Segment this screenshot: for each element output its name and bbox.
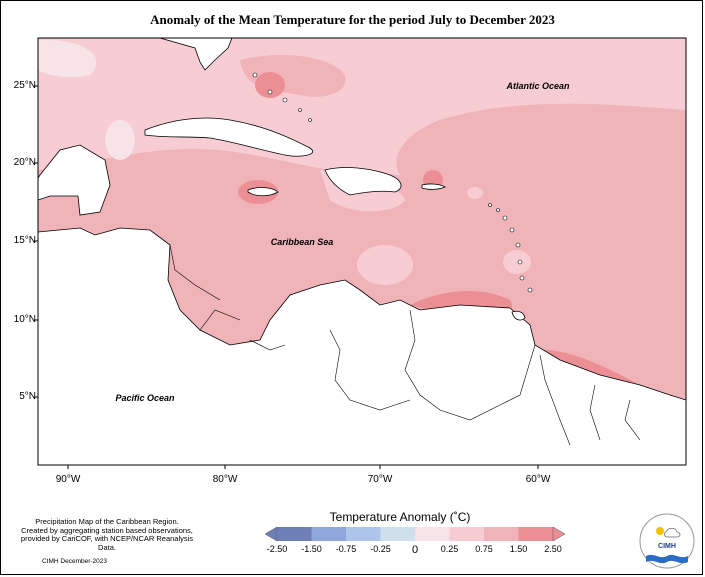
land-yucatan xyxy=(38,144,111,216)
lon-label-60w: 60°W xyxy=(525,474,551,485)
border-panama xyxy=(249,339,286,351)
lon-label-90w: 90°W xyxy=(55,474,81,485)
label-caribbean-sea: Caribbean Sea xyxy=(271,237,334,247)
land-cuba xyxy=(144,117,313,157)
legend-tick-label: 0 xyxy=(411,544,419,556)
colorbar-segment xyxy=(415,527,450,541)
credit-line-1: Precipitation Map of the Caribbean Regio… xyxy=(35,517,179,526)
colorbar-segment xyxy=(484,527,519,541)
legend-title: Temperature Anomaly (˚C) xyxy=(329,510,471,524)
anomaly-patch-yucatan xyxy=(105,120,135,160)
lat-label-25n: 25°N xyxy=(13,80,36,91)
label-pacific-ocean: Pacific Ocean xyxy=(115,393,175,403)
lon-label-70w: 70°W xyxy=(367,474,393,485)
legend-tick-label: -2.50 xyxy=(266,544,288,554)
anomaly-band-light xyxy=(38,38,686,175)
colorbar-segment xyxy=(380,527,415,541)
map-title: Anomaly of the Mean Temperature for the … xyxy=(150,12,555,27)
anomaly-patch-gulf xyxy=(38,39,97,78)
border-venezuela xyxy=(404,309,536,421)
cloud-icon xyxy=(664,527,681,538)
lesser-antilles xyxy=(252,72,533,293)
border-suriname xyxy=(589,384,601,441)
anomaly-patch-virgin xyxy=(467,187,483,199)
land-florida xyxy=(159,38,233,71)
legend-tick-label: 0.25 xyxy=(440,544,459,554)
country-borders xyxy=(169,244,641,446)
legend-tick-label: 0.75 xyxy=(475,544,493,554)
lon-label-80w: 80°W xyxy=(212,474,238,485)
credit-text: Precipitation Map of the Caribbean Regio… xyxy=(14,517,200,552)
label-atlantic-ocean: Atlantic Ocean xyxy=(505,81,570,91)
anomaly-hot-bahamas xyxy=(255,72,285,98)
lat-label-10n: 10°N xyxy=(13,314,36,325)
border-colombia xyxy=(329,329,411,411)
legend-tick-label: -1.50 xyxy=(301,544,322,554)
border-guyana xyxy=(539,354,571,446)
land-hispaniola xyxy=(324,167,402,196)
lat-label-20n: 20°N xyxy=(13,157,36,168)
lat-label-5n: 5°N xyxy=(19,391,36,402)
border-guiana xyxy=(624,399,641,441)
colorbar-segment xyxy=(311,527,346,541)
land-jamaica xyxy=(247,187,279,197)
colorbar-extend-low xyxy=(264,526,278,542)
colorbar-extend-high xyxy=(552,526,566,542)
colorbar-segment xyxy=(449,527,484,541)
anomaly-patch-windward xyxy=(503,250,531,274)
map-border xyxy=(37,37,687,466)
legend-tick-label: -0.75 xyxy=(335,544,357,554)
land-trinidad xyxy=(511,310,526,321)
credit-line-2: Created by aggregating station based obs… xyxy=(21,525,193,535)
legend-tick-label: 2.50 xyxy=(544,544,562,554)
sun-icon xyxy=(656,527,664,535)
wave-icon xyxy=(646,554,688,564)
cimh-logo: CIMH xyxy=(639,513,695,569)
border-central-2 xyxy=(199,309,241,331)
landmasses xyxy=(38,38,686,465)
anomaly-patch-central xyxy=(357,245,413,285)
lat-label-15n: 15°N xyxy=(13,235,36,246)
colorbar-segment xyxy=(346,527,381,541)
legend-tick-label: -0.25 xyxy=(370,544,391,554)
legend-colorbar xyxy=(264,526,566,542)
colorbar-segment xyxy=(277,527,312,541)
credit-line-3: provided by CariCOF, with NCEP/NCAR Rean… xyxy=(20,534,194,552)
logo-text: CIMH xyxy=(658,543,676,550)
legend-tick-label: 1.50 xyxy=(509,544,528,554)
border-central-1 xyxy=(169,244,221,301)
credit-date: CIMH December-2023 xyxy=(42,558,108,565)
colorbar-segment xyxy=(518,527,553,541)
land-puerto-rico xyxy=(421,183,446,190)
